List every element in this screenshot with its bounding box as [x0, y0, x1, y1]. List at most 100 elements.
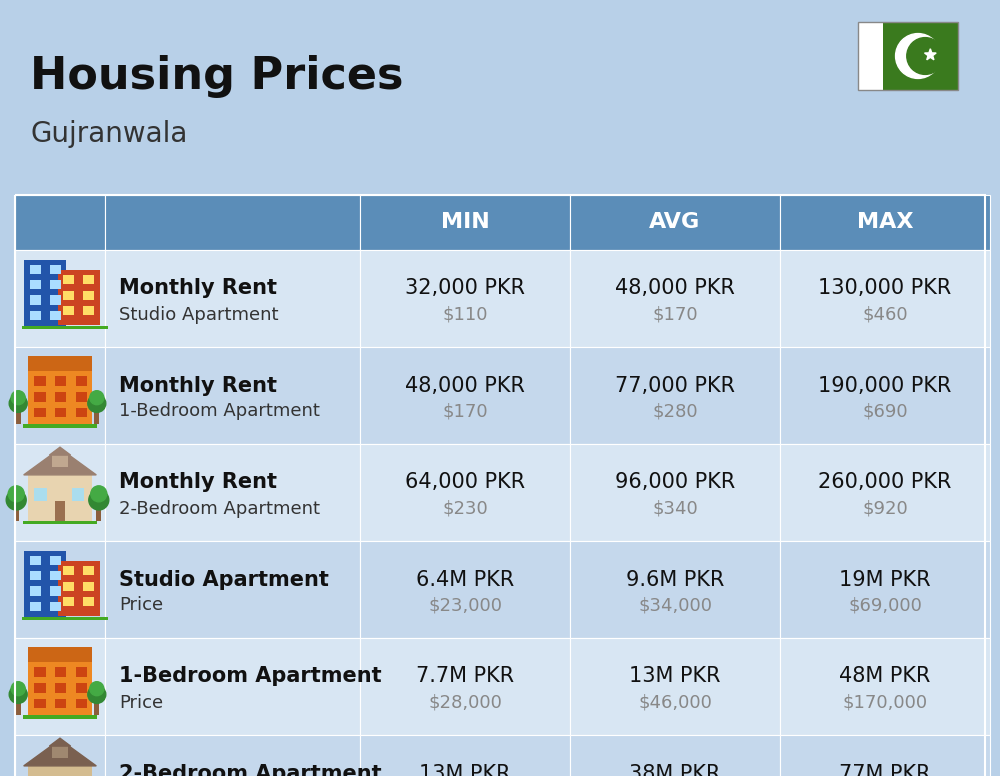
FancyBboxPatch shape [570, 250, 780, 347]
FancyBboxPatch shape [50, 265, 61, 274]
Circle shape [9, 685, 27, 703]
FancyBboxPatch shape [50, 310, 61, 320]
FancyBboxPatch shape [780, 347, 990, 444]
Circle shape [896, 33, 940, 78]
FancyBboxPatch shape [50, 556, 61, 565]
FancyBboxPatch shape [34, 488, 47, 501]
FancyBboxPatch shape [360, 735, 570, 776]
Circle shape [11, 390, 25, 405]
Text: 260,000 PKR: 260,000 PKR [818, 473, 952, 493]
Text: 38M PKR: 38M PKR [629, 764, 721, 776]
Text: 77M PKR: 77M PKR [839, 764, 931, 776]
FancyBboxPatch shape [360, 195, 570, 250]
FancyBboxPatch shape [50, 296, 61, 305]
Text: $170,000: $170,000 [842, 694, 928, 712]
FancyBboxPatch shape [63, 566, 74, 575]
FancyBboxPatch shape [63, 598, 74, 606]
Text: Studio Apartment: Studio Apartment [119, 306, 278, 324]
FancyBboxPatch shape [780, 444, 990, 541]
FancyBboxPatch shape [76, 376, 87, 386]
FancyBboxPatch shape [780, 250, 990, 347]
FancyBboxPatch shape [16, 407, 21, 424]
FancyBboxPatch shape [63, 307, 74, 315]
FancyBboxPatch shape [15, 444, 105, 541]
FancyBboxPatch shape [50, 601, 61, 611]
Text: MIN: MIN [441, 213, 489, 233]
Text: 32,000 PKR: 32,000 PKR [405, 279, 525, 299]
FancyBboxPatch shape [63, 275, 74, 284]
Text: $340: $340 [652, 500, 698, 518]
Text: AVG: AVG [649, 213, 701, 233]
FancyBboxPatch shape [34, 698, 46, 708]
FancyBboxPatch shape [58, 270, 100, 325]
FancyBboxPatch shape [50, 571, 61, 580]
Text: MAX: MAX [857, 213, 913, 233]
FancyBboxPatch shape [780, 638, 990, 735]
FancyBboxPatch shape [780, 195, 990, 250]
Text: Price: Price [119, 597, 163, 615]
FancyBboxPatch shape [28, 356, 92, 371]
Text: $110: $110 [442, 306, 488, 324]
Text: 48,000 PKR: 48,000 PKR [405, 376, 525, 396]
FancyBboxPatch shape [30, 556, 41, 565]
FancyBboxPatch shape [30, 296, 41, 305]
Text: 9.6M PKR: 9.6M PKR [626, 570, 724, 590]
Text: Studio Apartment: Studio Apartment [119, 570, 329, 590]
Text: $170: $170 [652, 306, 698, 324]
Text: $46,000: $46,000 [638, 694, 712, 712]
Circle shape [88, 685, 106, 703]
FancyBboxPatch shape [76, 407, 87, 417]
Text: 48,000 PKR: 48,000 PKR [615, 279, 735, 299]
FancyBboxPatch shape [15, 250, 105, 347]
FancyBboxPatch shape [50, 587, 61, 596]
Text: $280: $280 [652, 403, 698, 421]
Text: $69,000: $69,000 [848, 597, 922, 615]
Text: 6.4M PKR: 6.4M PKR [416, 570, 514, 590]
FancyBboxPatch shape [570, 638, 780, 735]
FancyBboxPatch shape [28, 475, 92, 521]
FancyBboxPatch shape [105, 638, 360, 735]
FancyBboxPatch shape [28, 647, 92, 662]
FancyBboxPatch shape [94, 407, 99, 424]
FancyBboxPatch shape [105, 195, 360, 250]
FancyBboxPatch shape [83, 307, 94, 315]
FancyBboxPatch shape [15, 195, 105, 250]
Text: 48M PKR: 48M PKR [839, 667, 931, 687]
FancyBboxPatch shape [83, 598, 94, 606]
FancyBboxPatch shape [28, 766, 92, 776]
Text: 7.7M PKR: 7.7M PKR [416, 667, 514, 687]
Circle shape [907, 37, 944, 74]
FancyBboxPatch shape [780, 541, 990, 638]
FancyBboxPatch shape [105, 444, 360, 541]
Text: $28,000: $28,000 [428, 694, 502, 712]
Polygon shape [49, 738, 71, 746]
FancyBboxPatch shape [570, 541, 780, 638]
Polygon shape [24, 449, 96, 475]
FancyBboxPatch shape [94, 698, 99, 715]
Text: 1-Bedroom Apartment: 1-Bedroom Apartment [119, 667, 382, 687]
FancyBboxPatch shape [570, 195, 780, 250]
Text: 96,000 PKR: 96,000 PKR [615, 473, 735, 493]
Text: Housing Prices: Housing Prices [30, 55, 404, 98]
FancyBboxPatch shape [83, 582, 94, 591]
FancyBboxPatch shape [63, 291, 74, 300]
FancyBboxPatch shape [105, 250, 360, 347]
FancyBboxPatch shape [50, 280, 61, 289]
Text: 130,000 PKR: 130,000 PKR [818, 279, 952, 299]
FancyBboxPatch shape [55, 667, 66, 677]
FancyBboxPatch shape [83, 275, 94, 284]
Polygon shape [925, 49, 936, 60]
FancyBboxPatch shape [52, 746, 68, 758]
FancyBboxPatch shape [570, 444, 780, 541]
Circle shape [91, 486, 107, 502]
FancyBboxPatch shape [52, 455, 68, 467]
FancyBboxPatch shape [76, 683, 87, 693]
FancyBboxPatch shape [76, 392, 87, 402]
Text: Monthly Rent: Monthly Rent [119, 279, 277, 299]
Text: 77,000 PKR: 77,000 PKR [615, 376, 735, 396]
Text: 2-Bedroom Apartment: 2-Bedroom Apartment [119, 764, 382, 776]
FancyBboxPatch shape [570, 347, 780, 444]
FancyBboxPatch shape [24, 260, 66, 326]
FancyBboxPatch shape [83, 291, 94, 300]
Text: $920: $920 [862, 500, 908, 518]
